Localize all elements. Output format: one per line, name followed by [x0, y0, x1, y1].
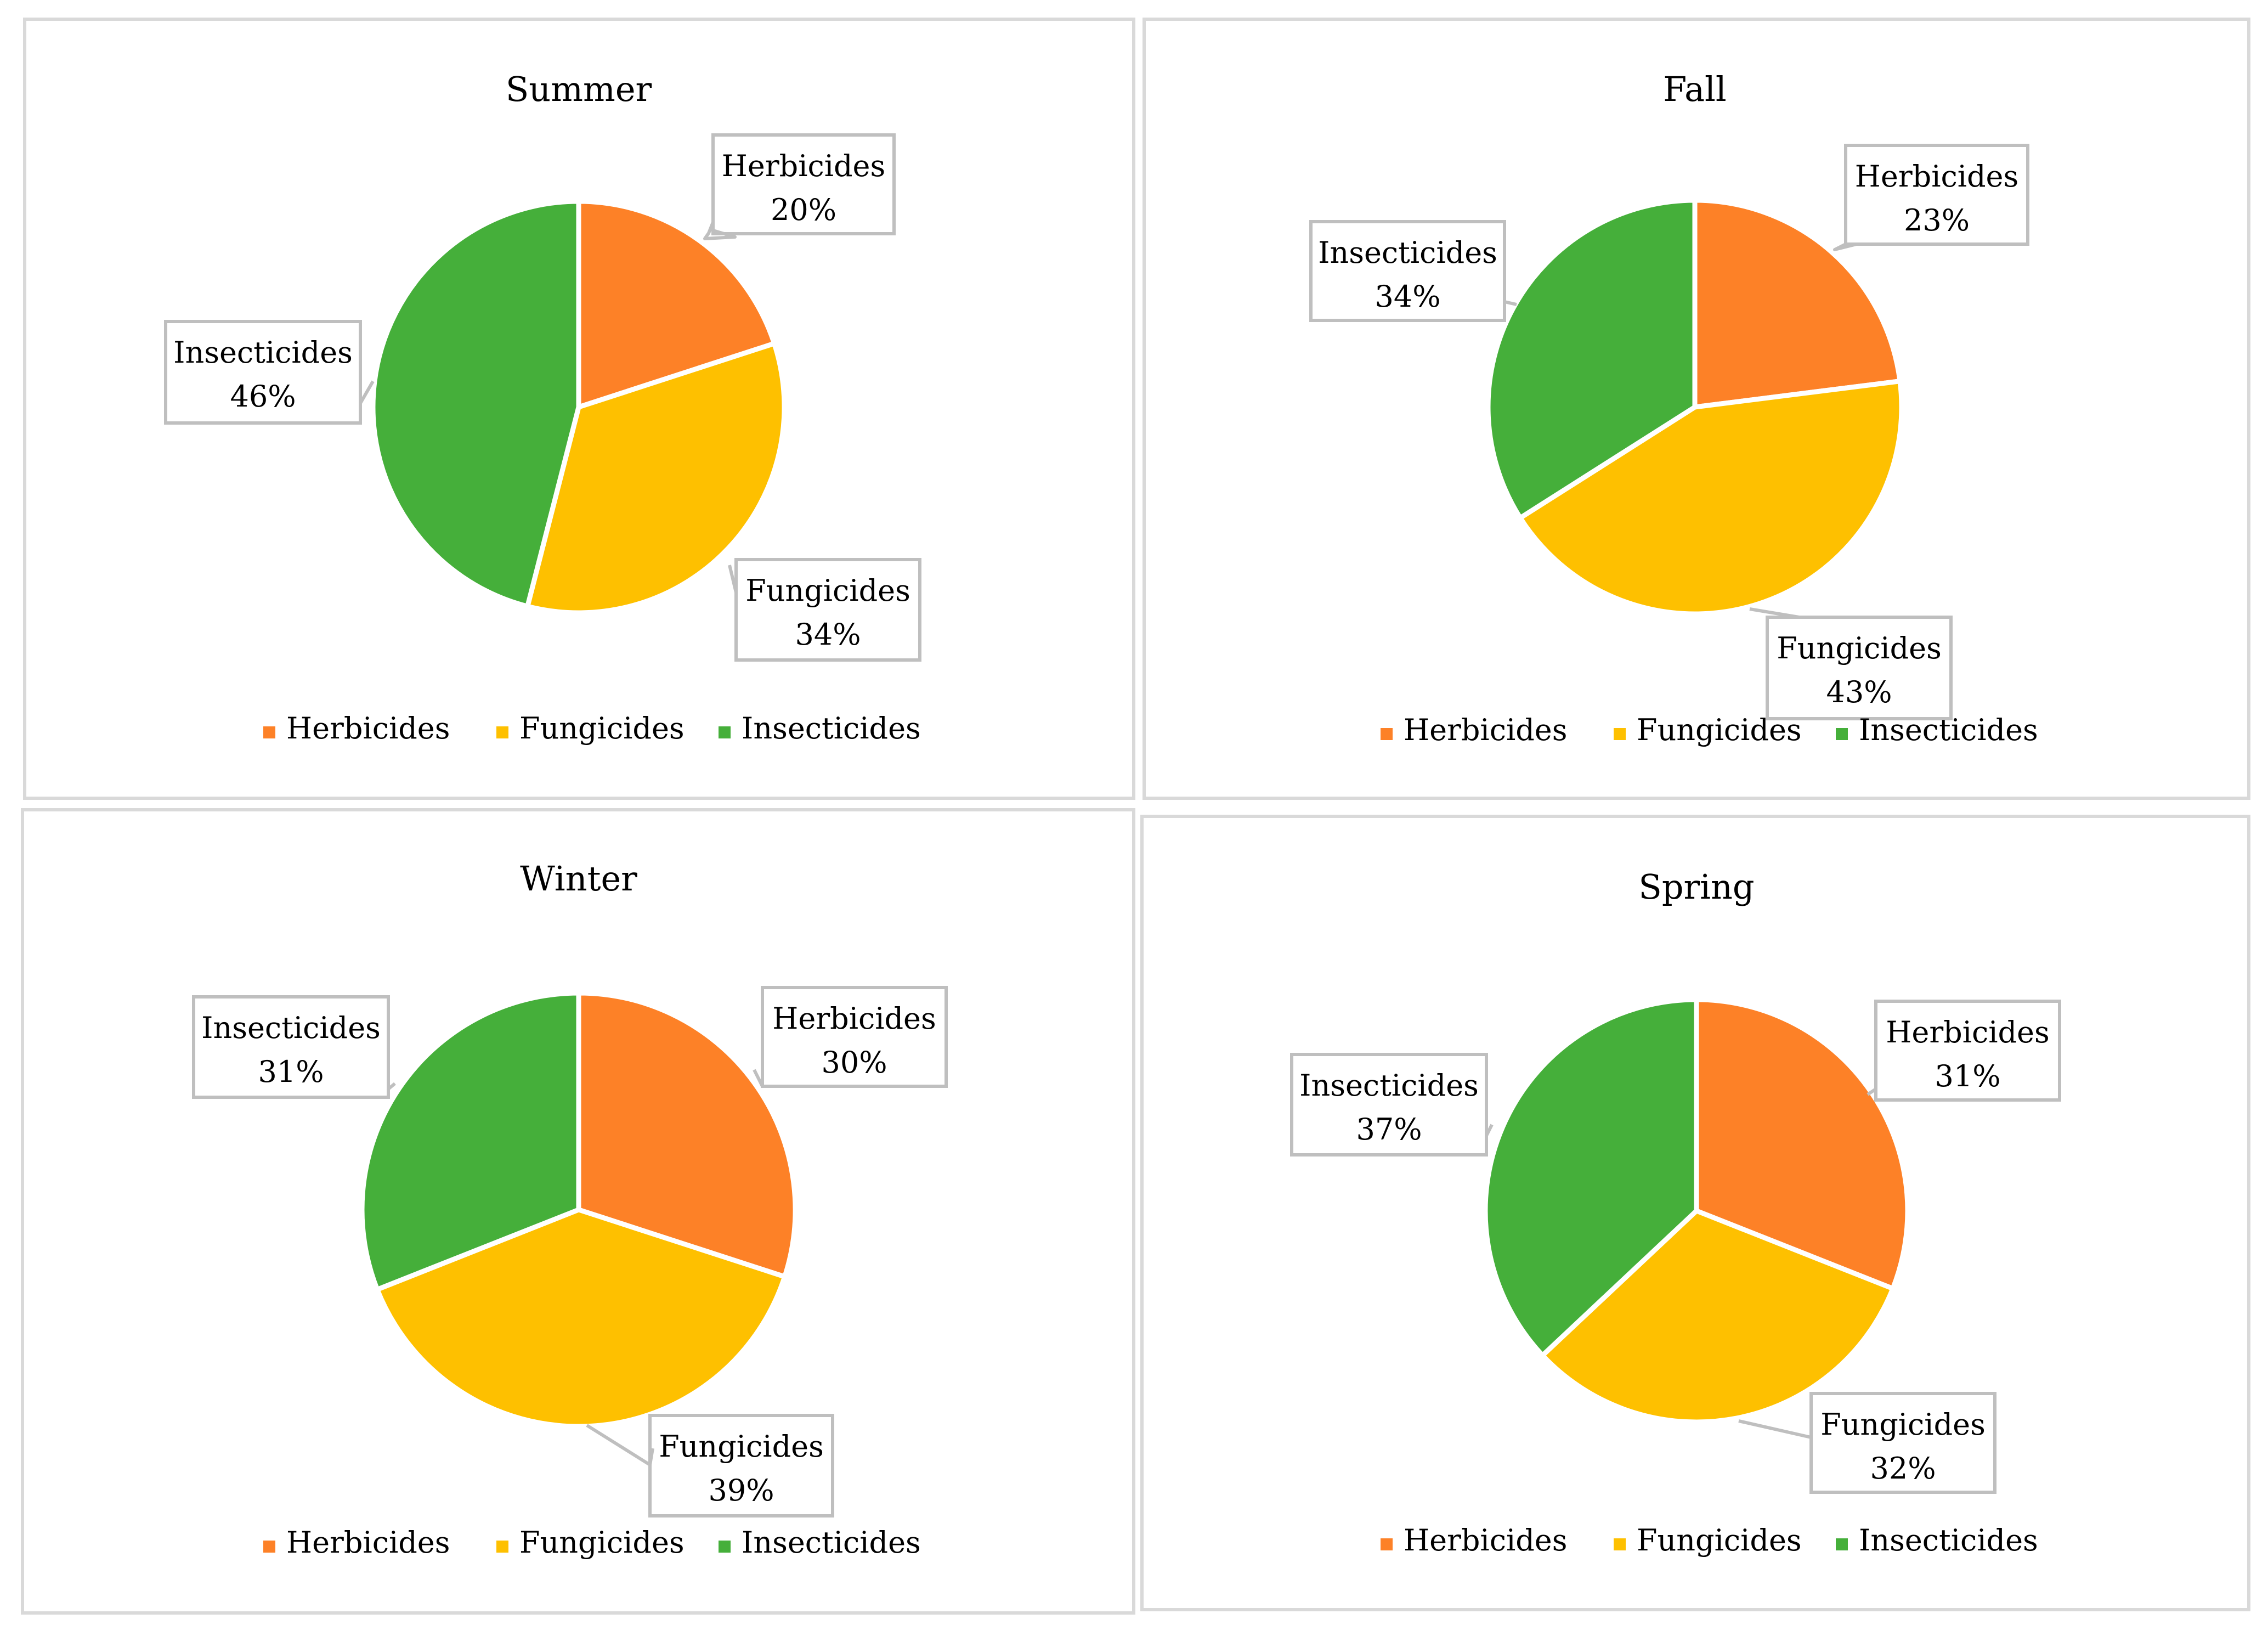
pie-chart-summer: Summer Herbicides 20% Fungicides 34% Insectic…: [164, 69, 921, 746]
data-label-value: 39%: [708, 1473, 774, 1508]
pie-slice-insecticides: [1485, 198, 1698, 521]
data-label-category: Insecticides: [1318, 235, 1497, 270]
chart-title-summer: Summer: [506, 69, 652, 109]
legend-swatch: [1614, 1538, 1626, 1550]
data-label-insecticides: Insecticides 34%: [1309, 220, 1517, 322]
chart-title-winter: Winter: [520, 859, 637, 899]
pie-chart-spring: Spring Herbicides 31% Fungicides 32% Insectic…: [1290, 867, 2061, 1558]
legend-item-fungicides: Fungicides: [496, 711, 685, 746]
legend-item-herbicides: Herbicides: [263, 1525, 450, 1560]
data-label-insecticides: Insecticides 31%: [192, 995, 396, 1099]
pie-slice-insecticides: [1483, 997, 1699, 1358]
legend-label: Fungicides: [1637, 713, 1802, 747]
legend-item-insecticides: Insecticides: [1836, 713, 2038, 747]
legend-swatch: [1836, 728, 1848, 740]
data-label-fungicides: Fungicides 43%: [1749, 607, 1953, 720]
legend-label: Insecticides: [742, 1525, 921, 1560]
pie-slice-insecticides: [370, 199, 581, 609]
data-label-category: Fungicides: [659, 1429, 824, 1464]
legend-item-herbicides: Herbicides: [1381, 713, 1567, 747]
data-label-value: 43%: [1826, 675, 1892, 709]
data-label-herbicides: Herbicides 31%: [1867, 1000, 2061, 1102]
data-label-category: Insecticides: [201, 1011, 381, 1045]
legend-item-fungicides: Fungicides: [1614, 1523, 1802, 1558]
data-label-fungicides: Fungicides 34%: [728, 558, 921, 662]
data-label-herbicides: Herbicides 20%: [703, 133, 896, 240]
data-label-category: Fungicides: [1777, 631, 1942, 665]
legend-swatch: [1381, 1538, 1393, 1550]
data-label-value: 31%: [258, 1054, 324, 1089]
legend-label: Fungicides: [1637, 1523, 1802, 1558]
legend-label: Herbicides: [1404, 713, 1567, 747]
legend-swatch: [263, 1541, 275, 1553]
data-label-herbicides: Herbicides 23%: [1833, 144, 2029, 251]
legend-item-insecticides: Insecticides: [1836, 1523, 2038, 1558]
legend-item-herbicides: Herbicides: [263, 711, 450, 746]
data-label-category: Fungicides: [1820, 1407, 1986, 1442]
pie-chart-fall: Fall Herbicides 23% Fungicides 43% Insecticid…: [1309, 69, 2038, 747]
pie-chart-winter: Winter Herbicides 30% Fungicides 39% Insectic…: [192, 859, 948, 1560]
data-label-value: 32%: [1870, 1451, 1936, 1486]
pie-slice-fungicides: [1540, 1208, 1896, 1425]
legend-swatch: [496, 1541, 508, 1553]
legend-item-herbicides: Herbicides: [1381, 1523, 1567, 1558]
legend-swatch: [263, 726, 275, 738]
legend-label: Fungicides: [519, 711, 685, 746]
legend-swatch: [719, 1541, 731, 1553]
data-label-value: 20%: [771, 193, 836, 227]
data-label-fungicides: Fungicides 39%: [586, 1414, 834, 1517]
data-label-insecticides: Insecticides 46%: [164, 320, 375, 425]
data-label-value: 37%: [1356, 1112, 1422, 1147]
legend-item-fungicides: Fungicides: [496, 1525, 685, 1560]
pie-slice-herbicides: [576, 990, 798, 1279]
data-label-category: Fungicides: [745, 573, 910, 608]
pie-slice-insecticides: [359, 990, 581, 1292]
legend-label: Insecticides: [1859, 1523, 2038, 1558]
data-label-category: Herbicides: [1886, 1015, 2049, 1050]
legend-item-insecticides: Insecticides: [719, 1525, 921, 1560]
legend-label: Insecticides: [1859, 713, 2038, 747]
pie-slice-fungicides: [1518, 379, 1904, 617]
data-label-herbicides: Herbicides 30%: [753, 986, 948, 1088]
legend-label: Herbicides: [1404, 1523, 1567, 1558]
pie-slice-herbicides: [1692, 198, 1903, 410]
chart-title-fall: Fall: [1663, 69, 1726, 109]
legend-label: Insecticides: [742, 711, 921, 746]
data-label-value: 34%: [795, 617, 861, 652]
legend-swatch: [496, 726, 508, 738]
chart-title-spring: Spring: [1638, 867, 1754, 907]
pie-slice-fungicides: [525, 341, 787, 616]
data-label-category: Herbicides: [1855, 159, 2018, 194]
data-label-value: 30%: [821, 1045, 887, 1080]
pie-slice-herbicides: [576, 199, 777, 410]
data-label-value: 31%: [1935, 1059, 2000, 1093]
data-label-category: Herbicides: [772, 1001, 936, 1036]
data-label-category: Insecticides: [1299, 1068, 1479, 1103]
data-label-value: 46%: [230, 379, 296, 414]
legend-swatch: [1614, 728, 1626, 740]
legend-label: Fungicides: [519, 1525, 685, 1560]
legend-swatch: [719, 726, 731, 738]
pie-slice-fungicides: [375, 1207, 788, 1429]
data-label-insecticides: Insecticides 37%: [1290, 1053, 1494, 1157]
legend-label: Herbicides: [286, 711, 450, 746]
data-label-category: Insecticides: [173, 335, 353, 370]
legend-label: Herbicides: [286, 1525, 450, 1560]
data-label-fungicides: Fungicides 32%: [1738, 1392, 1996, 1494]
legend-item-insecticides: Insecticides: [719, 711, 921, 746]
data-label-value: 23%: [1904, 203, 1970, 238]
data-label-value: 34%: [1375, 279, 1440, 314]
legend-item-fungicides: Fungicides: [1614, 713, 1802, 747]
legend-swatch: [1836, 1538, 1848, 1550]
data-label-category: Herbicides: [722, 149, 885, 183]
legend-swatch: [1381, 728, 1393, 740]
